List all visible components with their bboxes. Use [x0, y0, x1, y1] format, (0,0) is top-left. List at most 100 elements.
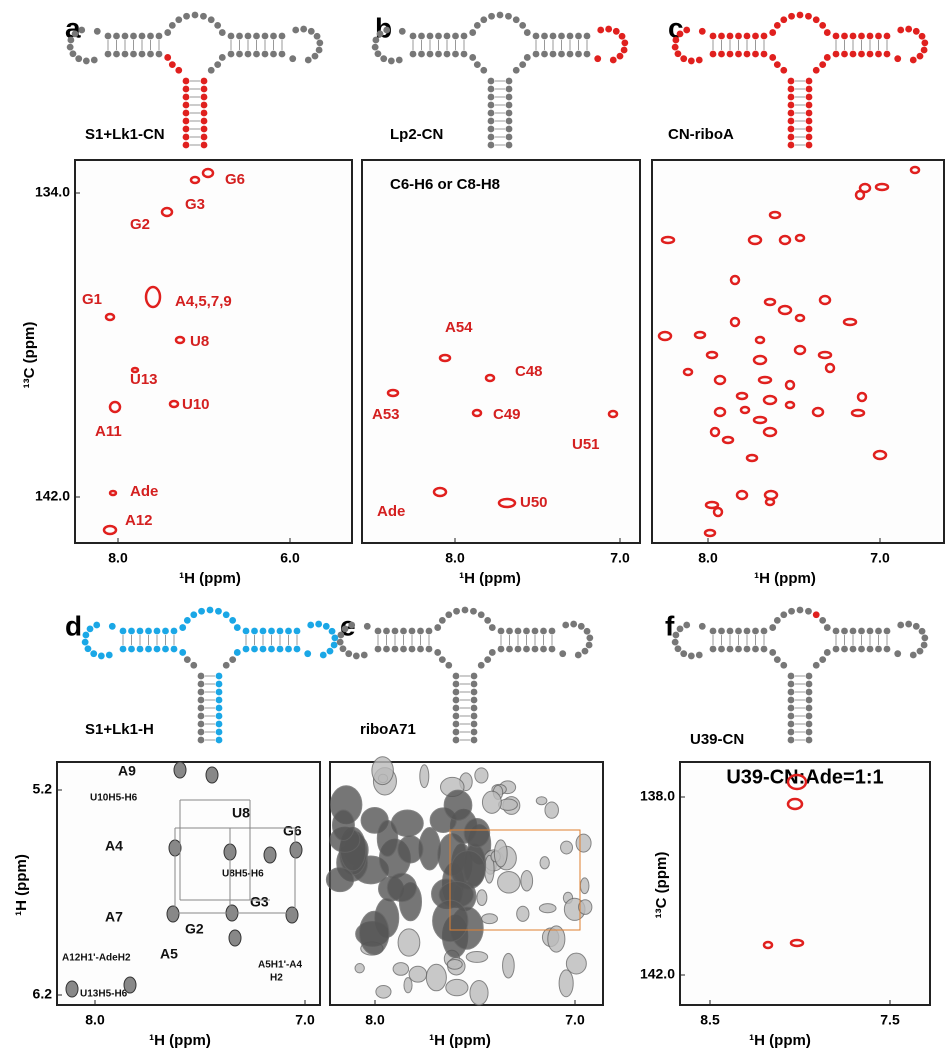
nucleotide — [409, 32, 417, 40]
peak — [160, 206, 174, 218]
nucleotide — [805, 109, 813, 117]
nucleotide — [760, 50, 768, 58]
peak — [354, 963, 365, 974]
nucleotide — [227, 50, 235, 58]
label: G3 — [185, 196, 205, 213]
nucleotide — [121, 50, 129, 58]
nucleotide — [293, 627, 301, 635]
label: U51 — [572, 436, 600, 453]
nucleotide — [548, 645, 556, 653]
nucleotide — [921, 634, 929, 642]
nucleotide — [505, 125, 513, 133]
label: S1+Lk1-CN — [85, 126, 165, 143]
peak — [497, 497, 517, 509]
nucleotide — [787, 712, 795, 720]
peak — [786, 797, 804, 811]
nucleotide — [383, 26, 391, 34]
peak — [854, 189, 866, 201]
nucleotide — [276, 645, 284, 653]
peak — [682, 367, 694, 377]
nucleotide — [583, 32, 591, 40]
nucleotide — [805, 712, 813, 720]
nucleotide — [418, 50, 425, 58]
nucleotide — [261, 50, 269, 58]
nucleotide — [183, 12, 190, 20]
peak — [476, 889, 488, 907]
label: A9 — [118, 763, 136, 779]
nucleotide — [82, 631, 90, 639]
nucleotide — [153, 645, 161, 653]
nucleotide — [805, 728, 813, 736]
nucleotide — [672, 631, 680, 639]
nucleotide — [175, 66, 183, 74]
nucleotide — [549, 50, 557, 58]
nucleotide — [477, 661, 485, 669]
nucleotide — [805, 141, 813, 149]
nucleotide — [71, 30, 79, 38]
nucleotide — [866, 32, 874, 40]
label: U10H5-H6 — [90, 793, 138, 804]
nucleotide — [268, 645, 275, 653]
nucleotide — [787, 680, 795, 688]
nucleotide — [819, 21, 827, 29]
label: 142.0 — [35, 488, 70, 504]
nucleotide — [743, 627, 751, 635]
nucleotide — [435, 32, 442, 40]
nucleotide — [326, 647, 334, 655]
nucleotide — [376, 30, 384, 38]
peak — [108, 489, 118, 497]
nucleotide — [605, 25, 613, 33]
label: 7.5 — [880, 1012, 900, 1028]
nucleotide — [473, 21, 481, 29]
nucleotide — [470, 672, 478, 680]
label: 8.0 — [85, 1012, 105, 1028]
peak — [371, 756, 394, 786]
nucleotide — [858, 50, 865, 58]
nucleotide — [773, 656, 781, 664]
nucleotide — [197, 736, 205, 744]
nucleotide — [383, 627, 390, 635]
nucleotide — [105, 651, 113, 659]
peak — [768, 210, 782, 220]
nucleotide — [805, 101, 813, 109]
nucleotide — [242, 627, 250, 635]
label: ¹³C (ppm) — [21, 322, 38, 389]
nucleotide — [331, 634, 339, 642]
nucleotide — [505, 109, 513, 117]
nucleotide — [672, 36, 680, 44]
label: 5.2 — [33, 781, 53, 797]
nucleotide — [67, 36, 75, 44]
label: H2 — [270, 973, 283, 984]
nucleotide — [251, 627, 258, 635]
nucleotide — [787, 728, 795, 736]
nucleotide — [698, 622, 706, 630]
peak — [469, 979, 489, 1006]
label: G3 — [250, 894, 269, 910]
nucleotide — [182, 141, 190, 149]
nucleotide — [609, 56, 617, 64]
label: ¹³C (ppm) — [653, 852, 670, 919]
label: A5 — [160, 946, 178, 962]
nucleotide — [487, 77, 495, 85]
nucleotide — [883, 50, 891, 58]
nucleotide — [147, 32, 154, 40]
peak — [818, 294, 832, 306]
nucleotide — [229, 656, 237, 664]
nucleotide — [583, 627, 591, 635]
plot-frame — [651, 159, 945, 544]
nucleotide — [371, 43, 379, 51]
nucleotide — [197, 720, 205, 728]
nucleotide — [812, 66, 820, 74]
nucleotide — [244, 50, 252, 58]
plot-frame — [56, 761, 321, 1006]
nucleotide — [497, 627, 505, 635]
nucleotide — [315, 620, 323, 628]
nucleotide — [849, 627, 857, 635]
nucleotide — [823, 54, 831, 61]
peak — [547, 925, 566, 953]
nucleotide — [897, 26, 905, 34]
nucleotide — [735, 645, 742, 653]
nucleotide — [278, 32, 286, 40]
nucleotide — [683, 26, 691, 34]
nucleotide — [374, 50, 382, 58]
